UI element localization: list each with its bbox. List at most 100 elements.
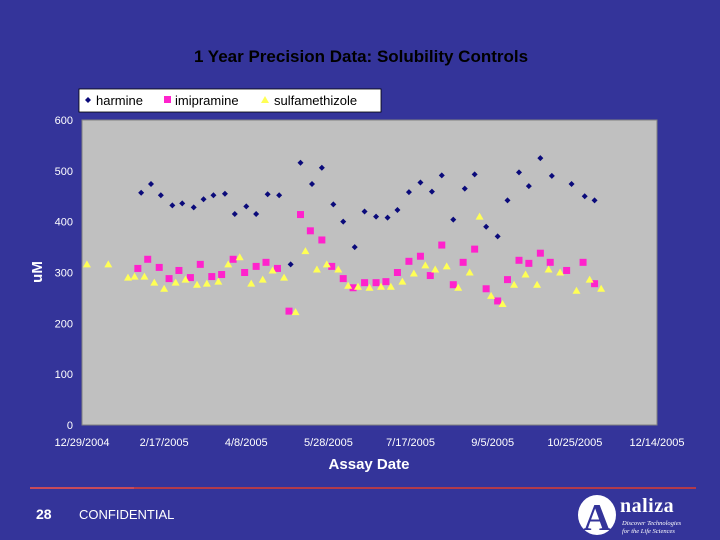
harmine-point bbox=[405, 189, 412, 196]
sulfamethizole-point bbox=[140, 272, 149, 280]
sulfamethizole-point bbox=[510, 280, 519, 288]
harmine-point bbox=[461, 185, 468, 192]
imipramine-point bbox=[349, 284, 357, 292]
plot-area bbox=[81, 119, 658, 426]
harmine-point bbox=[340, 218, 347, 225]
harmine-point bbox=[394, 206, 401, 213]
x-axis-ticks: 12/29/2004 2/17/2005 4/8/2005 5/28/2005 7/17… bbox=[54, 437, 684, 449]
harmine-point bbox=[373, 213, 380, 220]
harmine-point bbox=[264, 191, 271, 198]
harmine-point bbox=[287, 261, 294, 268]
imipramine-point bbox=[134, 264, 142, 272]
x-tick-label: 9/5/2005 bbox=[471, 437, 514, 449]
imipramine-point bbox=[328, 262, 336, 270]
harmine-point bbox=[200, 196, 207, 203]
confidential-label: CONFIDENTIAL bbox=[79, 507, 175, 522]
sulfamethizole-point bbox=[465, 268, 474, 276]
logo-tagline-1: Discover Technologies bbox=[622, 520, 682, 527]
imipramine-point bbox=[372, 279, 380, 287]
sulfamethizole-point bbox=[322, 260, 331, 268]
sulfamethizole-point bbox=[572, 286, 581, 294]
logo-a-icon: A bbox=[578, 495, 616, 537]
imipramine-point bbox=[449, 281, 457, 289]
imipramine-point bbox=[318, 236, 326, 244]
series-imipramine bbox=[134, 211, 599, 315]
legend-marker-sulfamethizole bbox=[261, 96, 269, 103]
harmine-point bbox=[483, 223, 490, 230]
imipramine-point bbox=[393, 269, 401, 276]
sulfamethizole-point bbox=[475, 212, 484, 220]
footer-rule bbox=[30, 487, 696, 489]
sulfamethizole-point bbox=[82, 260, 91, 268]
legend-marker-harmine bbox=[85, 97, 91, 103]
imipramine-point bbox=[504, 276, 511, 284]
imipramine-point bbox=[515, 256, 523, 264]
x-tick-label: 12/14/2005 bbox=[629, 437, 684, 449]
sulfamethizole-point bbox=[150, 278, 159, 286]
y-tick-label: 0 bbox=[67, 420, 73, 432]
harmine-point bbox=[428, 188, 435, 195]
sulfamethizole-point bbox=[268, 266, 277, 274]
harmine-point bbox=[243, 203, 250, 210]
y-tick-label: 100 bbox=[55, 369, 73, 381]
sulfamethizole-point bbox=[247, 279, 256, 287]
harmine-point bbox=[417, 179, 424, 186]
y-tick-label: 600 bbox=[55, 115, 73, 127]
y-tick-label: 500 bbox=[55, 166, 73, 178]
page-number: 28 bbox=[36, 506, 52, 522]
harmine-point bbox=[138, 189, 145, 196]
sulfamethizole-point bbox=[498, 300, 507, 308]
sulfamethizole-point bbox=[533, 280, 542, 288]
y-axis-label: uM bbox=[29, 261, 46, 283]
imipramine-point bbox=[546, 258, 554, 266]
sulfamethizole-point bbox=[344, 281, 353, 289]
sulfamethizole-point bbox=[224, 260, 233, 268]
sulfamethizole-point bbox=[312, 265, 321, 273]
x-tick-label: 2/17/2005 bbox=[140, 437, 189, 449]
harmine-point bbox=[384, 214, 391, 221]
sulfamethizole-point bbox=[386, 282, 395, 290]
imipramine-point bbox=[208, 273, 216, 281]
sulfamethizole-point bbox=[301, 247, 310, 255]
series-layer bbox=[82, 155, 606, 316]
harmine-point bbox=[309, 181, 315, 188]
imipramine-point bbox=[416, 252, 424, 260]
harmine-point bbox=[525, 183, 532, 190]
harmine-point bbox=[504, 197, 511, 204]
harmine-point bbox=[318, 164, 325, 171]
sulfamethizole-point bbox=[409, 269, 418, 277]
imipramine-point bbox=[262, 258, 270, 266]
y-tick-label: 400 bbox=[55, 217, 73, 229]
harmine-point bbox=[568, 181, 575, 188]
logo-letter: A bbox=[583, 497, 611, 537]
imipramine-point bbox=[186, 274, 194, 282]
harmine-point bbox=[494, 233, 501, 240]
harmine-point bbox=[516, 169, 522, 176]
logo-wordmark: naliza bbox=[620, 495, 675, 517]
chart-title: 1 Year Precision Data: Solubility Contro… bbox=[194, 47, 528, 66]
footer-rule-accent bbox=[30, 487, 134, 489]
x-axis-label: Assay Date bbox=[329, 456, 410, 473]
imipramine-point bbox=[361, 279, 369, 287]
sulfamethizole-point bbox=[104, 260, 113, 268]
legend-label-imipramine: imipramine bbox=[175, 93, 239, 108]
sulfamethizole-point bbox=[291, 308, 300, 316]
sulfamethizole-point bbox=[235, 253, 244, 261]
y-tick-label: 300 bbox=[55, 268, 73, 280]
imipramine-point bbox=[285, 307, 293, 315]
harmine-point bbox=[157, 192, 164, 199]
imipramine-point bbox=[229, 255, 237, 263]
legend-label-harmine: harmine bbox=[96, 93, 143, 108]
imipramine-point bbox=[144, 255, 152, 263]
harmine-point bbox=[276, 192, 283, 199]
imipramine-point bbox=[306, 227, 314, 235]
sulfamethizole-point bbox=[214, 277, 223, 285]
legend: harmine imipramine sulfamethizole bbox=[78, 88, 382, 113]
harmine-point bbox=[210, 192, 217, 199]
harmine-point bbox=[581, 193, 588, 200]
y-tick-label: 200 bbox=[55, 318, 73, 330]
series-harmine bbox=[138, 155, 598, 268]
harmine-point bbox=[148, 181, 154, 188]
harmine-point bbox=[351, 244, 358, 251]
harmine-point bbox=[179, 200, 186, 207]
